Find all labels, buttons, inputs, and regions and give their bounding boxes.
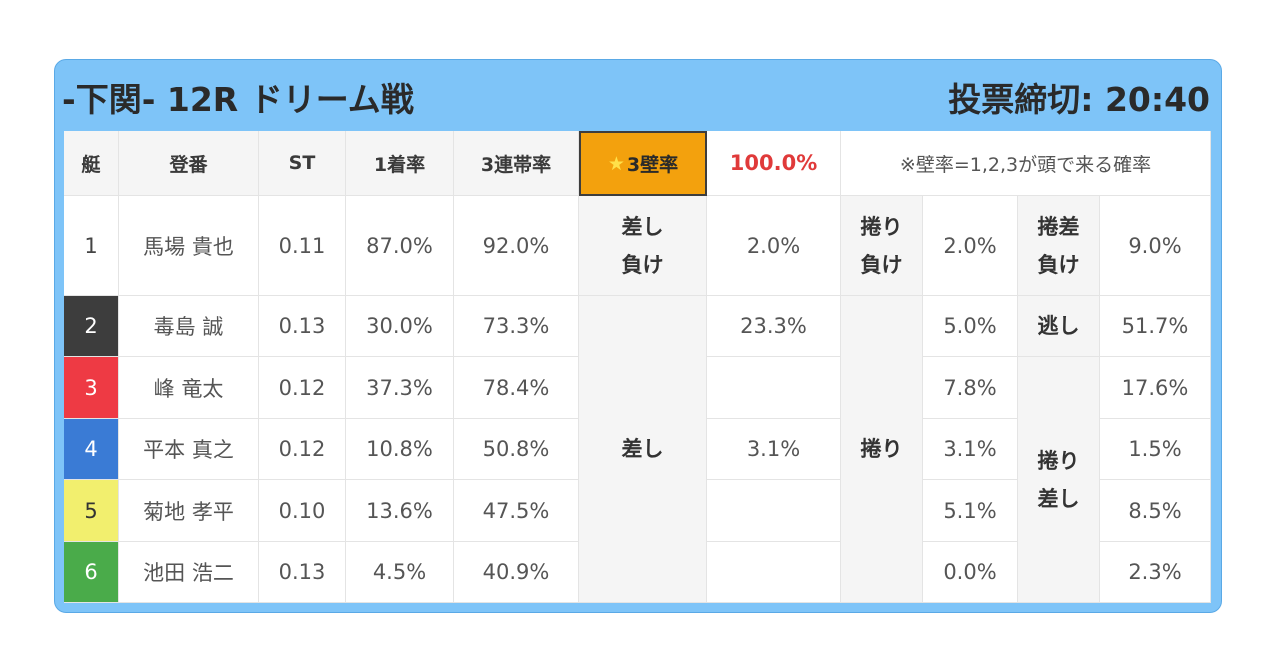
pattern-sashi: 差し — [579, 296, 707, 603]
racer-name: 菊地 孝平 — [119, 480, 259, 542]
pattern-sashi-value — [707, 480, 841, 542]
boat-3: 3 — [64, 357, 119, 419]
racer-st: 0.12 — [259, 419, 346, 480]
boat-4: 4 — [64, 419, 119, 480]
pattern-sashi-value: 23.3% — [707, 296, 841, 357]
deadline-label: 投票締切: — [948, 80, 1105, 119]
pattern-sashi-value: 3.1% — [707, 419, 841, 480]
pattern-label-line: 捲り — [860, 214, 903, 239]
racer-trio-rate: 73.3% — [454, 296, 579, 357]
pattern-makuri-value: 0.0% — [923, 542, 1018, 603]
wall-rate-note: ※壁率=1,2,3が頭で来る確率 — [841, 131, 1211, 196]
racer-first-rate: 4.5% — [346, 542, 454, 603]
col-header-boat: 艇 — [64, 131, 119, 196]
pattern-sashi-make-value: 2.0% — [707, 196, 841, 296]
racer-trio-rate: 92.0% — [454, 196, 579, 296]
racer-st: 0.11 — [259, 196, 346, 296]
pattern-makurizashi: 捲り 差し — [1018, 357, 1100, 603]
pattern-nige-value: 51.7% — [1100, 296, 1211, 357]
boat-6: 6 — [64, 542, 119, 603]
wall-rate-header: ★ 3壁率 — [579, 131, 707, 196]
boat-2: 2 — [64, 296, 119, 357]
pattern-makurizashi-value: 17.6% — [1100, 357, 1211, 419]
col-header-trio-rate: 3連帯率 — [454, 131, 579, 196]
racer-trio-rate: 47.5% — [454, 480, 579, 542]
racer-first-rate: 87.0% — [346, 196, 454, 296]
pattern-nige: 逃し — [1018, 296, 1100, 357]
pattern-makurizashi-value: 2.3% — [1100, 542, 1211, 603]
vote-deadline: 投票締切: 20:40 — [948, 74, 1210, 126]
racer-st: 0.10 — [259, 480, 346, 542]
pattern-sashi-value — [707, 542, 841, 603]
pattern-label-line: 負け — [860, 252, 903, 277]
pattern-makurizashi-make: 捲差 負け — [1018, 196, 1100, 296]
racer-st: 0.12 — [259, 357, 346, 419]
col-header-st: ST — [259, 131, 346, 196]
racer-name: 毒島 誠 — [119, 296, 259, 357]
racer-name: 平本 真之 — [119, 419, 259, 480]
star-icon: ★ — [607, 152, 625, 175]
col-header-first-rate: 1着率 — [346, 131, 454, 196]
pattern-makuri-value: 3.1% — [923, 419, 1018, 480]
pattern-label-line: 捲差 — [1037, 214, 1080, 239]
wall-rate-label: 3壁率 — [626, 154, 679, 176]
pattern-makuri: 捲り — [841, 296, 923, 603]
pattern-sashi-make: 差し 負け — [579, 196, 707, 296]
racer-trio-rate: 40.9% — [454, 542, 579, 603]
boat-1: 1 — [64, 196, 119, 296]
pattern-label-line: 差し — [1037, 486, 1080, 511]
pattern-label-line: 差し — [621, 214, 664, 239]
wall-rate-value: 100.0% — [707, 131, 841, 196]
racer-first-rate: 13.6% — [346, 480, 454, 542]
racer-name: 馬場 貴也 — [119, 196, 259, 296]
pattern-label-line: 負け — [1037, 252, 1080, 277]
racer-first-rate: 10.8% — [346, 419, 454, 480]
pattern-makurizashi-make-value: 9.0% — [1100, 196, 1211, 296]
pattern-makuri-value: 5.1% — [923, 480, 1018, 542]
pattern-makuri-value: 7.8% — [923, 357, 1018, 419]
racer-first-rate: 30.0% — [346, 296, 454, 357]
boat-5: 5 — [64, 480, 119, 542]
racer-trio-rate: 78.4% — [454, 357, 579, 419]
racer-first-rate: 37.3% — [346, 357, 454, 419]
col-header-name: 登番 — [119, 131, 259, 196]
pattern-makurizashi-value: 1.5% — [1100, 419, 1211, 480]
racer-st: 0.13 — [259, 296, 346, 357]
pattern-makurizashi-value: 8.5% — [1100, 480, 1211, 542]
racer-trio-rate: 50.8% — [454, 419, 579, 480]
race-title: -下関- 12R ドリーム戦 — [62, 80, 414, 119]
deadline-time: 20:40 — [1104, 80, 1210, 119]
pattern-makuri-value: 5.0% — [923, 296, 1018, 357]
racer-name: 池田 浩二 — [119, 542, 259, 603]
pattern-makuri-make-value: 2.0% — [923, 196, 1018, 296]
pattern-makuri-make: 捲り 負け — [841, 196, 923, 296]
racer-name: 峰 竜太 — [119, 357, 259, 419]
pattern-sashi-value — [707, 357, 841, 419]
racer-st: 0.13 — [259, 542, 346, 603]
pattern-label-line: 捲り — [1037, 448, 1080, 473]
pattern-label-line: 負け — [621, 252, 664, 277]
